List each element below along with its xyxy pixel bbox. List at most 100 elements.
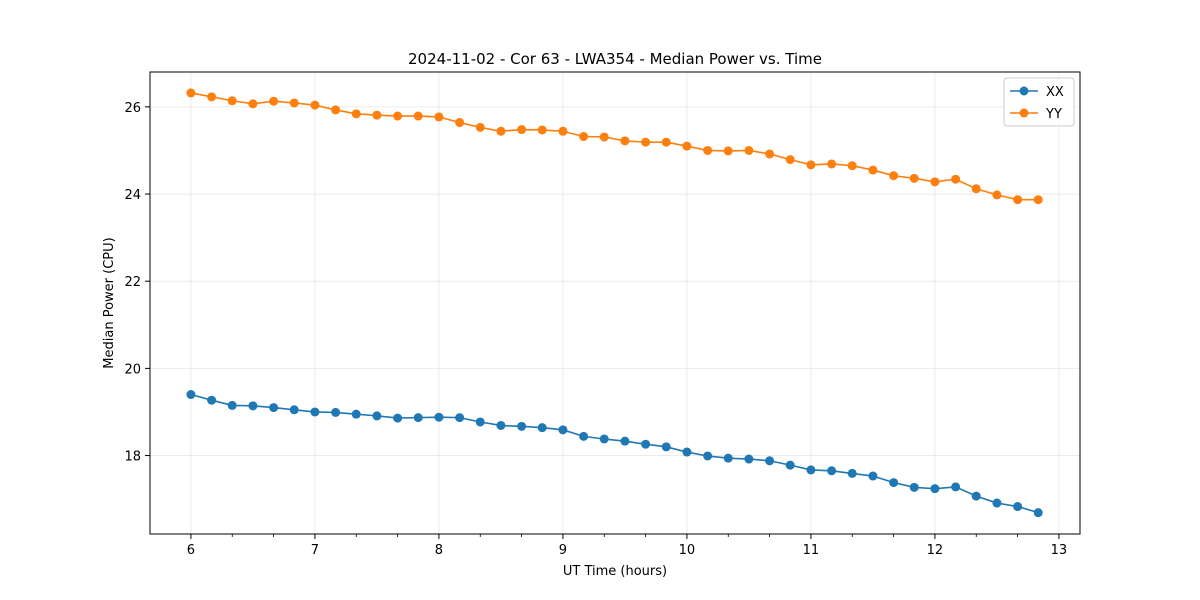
data-point-yy <box>661 137 671 147</box>
data-point-yy <box>558 126 568 136</box>
data-point-xx <box>744 454 754 464</box>
data-point-yy <box>413 111 423 121</box>
data-point-yy <box>806 160 816 170</box>
data-point-xx <box>331 407 341 417</box>
data-point-yy <box>248 99 258 109</box>
y-tick-label: 18 <box>124 450 141 465</box>
data-point-yy <box>641 137 651 147</box>
data-point-xx <box>269 403 279 413</box>
data-point-xx <box>1033 508 1043 518</box>
data-point-xx <box>889 478 899 488</box>
x-tick-label: 7 <box>311 543 319 558</box>
data-point-xx <box>806 465 816 475</box>
y-tick-label: 24 <box>124 188 141 203</box>
data-point-xx <box>723 453 733 463</box>
axes: 6 7 8 9 10 11 12 13 18 20 22 24 26 <box>124 101 1067 558</box>
data-point-yy <box>372 110 382 120</box>
data-point-yy <box>269 96 279 106</box>
data-point-xx <box>827 466 837 476</box>
data-point-yy <box>682 141 692 151</box>
data-point-yy <box>579 132 589 142</box>
x-tick-label: 6 <box>187 543 195 558</box>
data-point-xx <box>992 498 1002 508</box>
data-point-yy <box>186 88 196 98</box>
data-point-xx <box>248 401 258 411</box>
data-point-xx <box>207 395 217 405</box>
data-point-yy <box>517 125 527 135</box>
x-tick-label: 8 <box>435 543 443 558</box>
data-point-xx <box>537 423 547 433</box>
data-point-yy <box>227 96 237 106</box>
data-point-yy <box>847 161 857 171</box>
data-point-xx <box>765 456 775 466</box>
y-tick-label: 26 <box>124 101 141 116</box>
data-point-yy <box>744 145 754 155</box>
data-point-yy <box>599 132 609 142</box>
data-point-xx <box>703 451 713 461</box>
data-point-xx <box>579 431 589 441</box>
legend-label-xx: XX <box>1046 85 1064 100</box>
data-point-xx <box>558 425 568 435</box>
data-point-xx <box>1013 502 1023 512</box>
data-point-xx <box>599 434 609 444</box>
data-point-xx <box>930 484 940 494</box>
data-point-yy <box>930 177 940 187</box>
data-point-xx <box>434 412 444 422</box>
plot-frame <box>149 71 1081 535</box>
legend: XX YY <box>1003 77 1075 127</box>
data-point-xx <box>496 420 506 430</box>
data-point-yy <box>723 146 733 156</box>
legend-marker-xx <box>1019 86 1029 96</box>
plot-series <box>186 88 1043 518</box>
data-point-xx <box>661 442 671 452</box>
data-point-yy <box>889 171 899 181</box>
legend-marker-yy <box>1019 108 1029 118</box>
x-tick-label: 10 <box>679 543 696 558</box>
data-point-xx <box>351 409 361 419</box>
data-point-yy <box>207 92 217 102</box>
data-point-xx <box>847 468 857 478</box>
data-point-yy <box>827 159 837 169</box>
data-point-xx <box>641 439 651 449</box>
data-point-yy <box>496 126 506 136</box>
x-axis-label: UT Time (hours) <box>563 564 667 579</box>
data-point-xx <box>785 460 795 470</box>
data-point-yy <box>971 184 981 194</box>
data-point-yy <box>765 149 775 159</box>
data-point-yy <box>992 190 1002 200</box>
data-point-yy <box>785 155 795 165</box>
data-point-yy <box>1013 195 1023 205</box>
data-point-xx <box>289 405 299 415</box>
data-point-yy <box>331 105 341 115</box>
data-point-yy <box>351 109 361 119</box>
data-point-yy <box>434 112 444 122</box>
data-point-xx <box>393 413 403 423</box>
chart-title: 2024-11-02 - Cor 63 - LWA354 - Median Po… <box>408 50 822 68</box>
data-point-yy <box>951 174 961 184</box>
data-point-xx <box>620 436 630 446</box>
y-tick-label: 22 <box>124 275 141 290</box>
data-point-xx <box>227 400 237 410</box>
data-point-xx <box>186 390 196 400</box>
data-point-yy <box>537 125 547 135</box>
y-axis-label: Median Power (CPU) <box>102 237 117 368</box>
data-point-yy <box>620 136 630 146</box>
data-point-xx <box>951 482 961 492</box>
y-tick-label: 20 <box>124 362 141 377</box>
grid <box>150 72 1080 534</box>
x-tick-label: 11 <box>803 543 820 558</box>
data-point-xx <box>909 482 919 492</box>
series-line-yy <box>190 92 1039 201</box>
data-point-yy <box>475 122 485 132</box>
data-point-yy <box>393 111 403 121</box>
data-point-yy <box>703 145 713 155</box>
data-point-xx <box>475 417 485 427</box>
data-point-yy <box>1033 195 1043 205</box>
data-point-xx <box>971 491 981 501</box>
x-tick-label: 13 <box>1051 543 1068 558</box>
x-tick-label: 9 <box>559 543 567 558</box>
x-tick-label: 12 <box>927 543 944 558</box>
data-point-yy <box>310 100 320 110</box>
data-point-xx <box>413 413 423 423</box>
